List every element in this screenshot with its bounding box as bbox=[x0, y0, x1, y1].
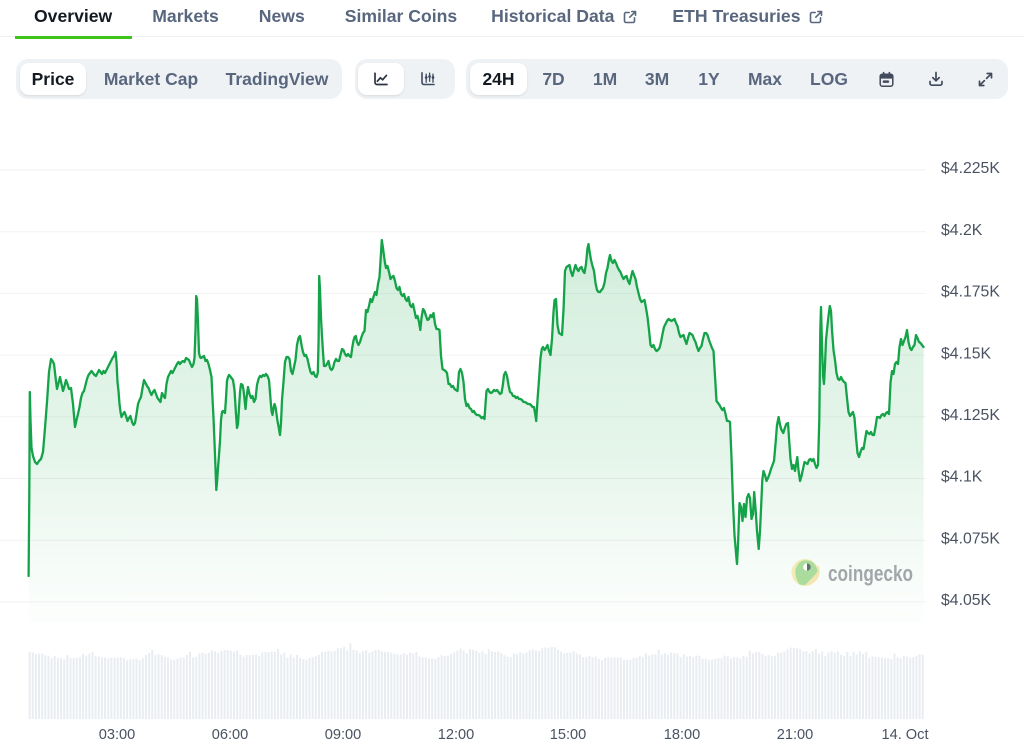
svg-text:21:00: 21:00 bbox=[777, 727, 814, 743]
svg-text:$4.075K: $4.075K bbox=[941, 530, 1000, 547]
svg-text:$4.125K: $4.125K bbox=[941, 407, 1000, 424]
svg-text:18:00: 18:00 bbox=[664, 727, 701, 743]
svg-text:$4.2K: $4.2K bbox=[941, 222, 983, 239]
svg-text:$4.15K: $4.15K bbox=[941, 345, 992, 362]
svg-text:06:00: 06:00 bbox=[212, 727, 249, 743]
svg-text:$4.05K: $4.05K bbox=[941, 592, 992, 609]
svg-text:coingecko: coingecko bbox=[828, 561, 913, 586]
svg-text:03:00: 03:00 bbox=[99, 727, 136, 743]
svg-text:$4.175K: $4.175K bbox=[941, 284, 1000, 301]
svg-text:12:00: 12:00 bbox=[438, 727, 475, 743]
svg-text:14. Oct: 14. Oct bbox=[881, 727, 928, 743]
svg-text:15:00: 15:00 bbox=[550, 727, 587, 743]
svg-text:$4.1K: $4.1K bbox=[941, 469, 983, 486]
svg-text:$4.225K: $4.225K bbox=[941, 160, 1000, 177]
svg-text:09:00: 09:00 bbox=[325, 727, 362, 743]
